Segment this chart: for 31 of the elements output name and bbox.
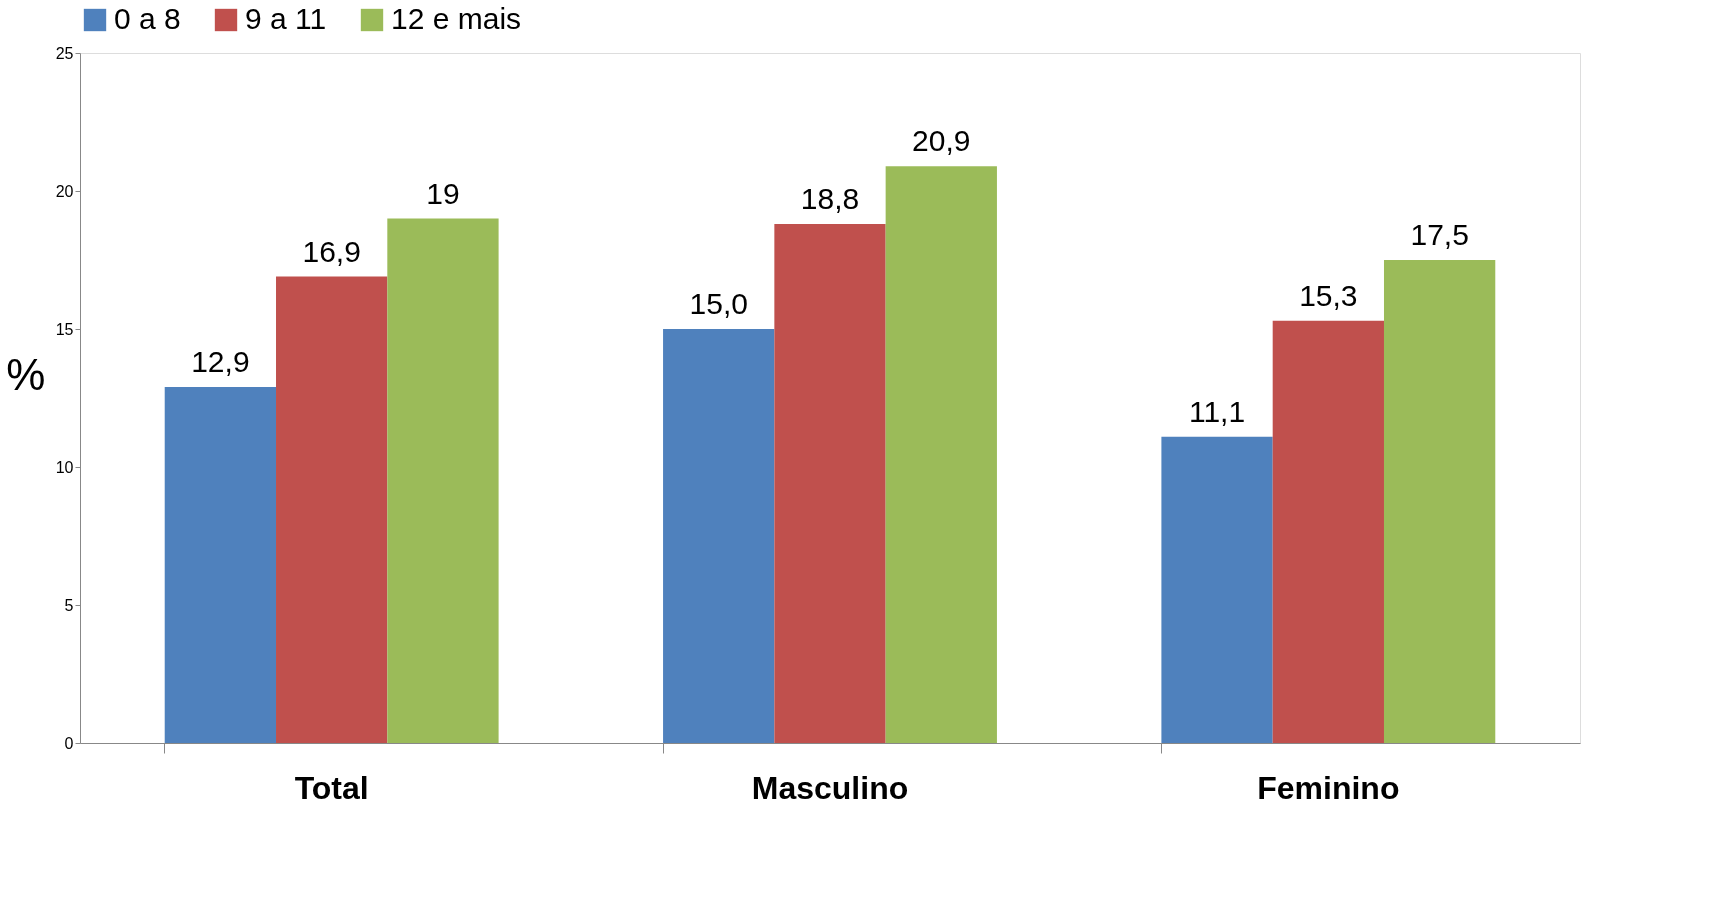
x-tick-label: Total <box>294 769 369 806</box>
bar <box>276 276 388 743</box>
bar <box>885 166 997 743</box>
legend-label: 9 a 11 <box>245 2 327 35</box>
bar <box>1161 436 1273 743</box>
data-label: 20,9 <box>912 124 971 158</box>
data-label: 15,3 <box>1299 278 1358 312</box>
x-tick-label: Feminino <box>1257 769 1400 806</box>
y-tick-label: 15 <box>55 320 74 338</box>
y-tick-label: 25 <box>55 44 74 62</box>
bar <box>387 218 499 743</box>
legend-label: 12 e mais <box>391 2 522 35</box>
data-label: 19 <box>426 176 460 210</box>
bar <box>1383 260 1496 743</box>
x-tick-label: Masculino <box>751 769 909 806</box>
bar <box>774 224 886 743</box>
bar <box>663 329 775 743</box>
data-label: 12,9 <box>191 344 250 378</box>
data-label: 11,1 <box>1188 394 1246 428</box>
data-label: 17,5 <box>1410 218 1469 251</box>
y-tick-label: 10 <box>55 458 74 476</box>
legend-label: 0 a 8 <box>114 2 181 35</box>
bar <box>164 386 277 743</box>
data-label: 15,0 <box>689 287 748 320</box>
y-tick-label: 5 <box>64 596 74 614</box>
y-tick-label: 0 <box>64 734 74 752</box>
bar <box>1272 320 1384 743</box>
y-tick-label: 20 <box>55 182 74 200</box>
data-label: 18,8 <box>800 182 860 216</box>
y-axis-title: % <box>6 349 46 399</box>
data-label: 16,9 <box>302 234 361 268</box>
